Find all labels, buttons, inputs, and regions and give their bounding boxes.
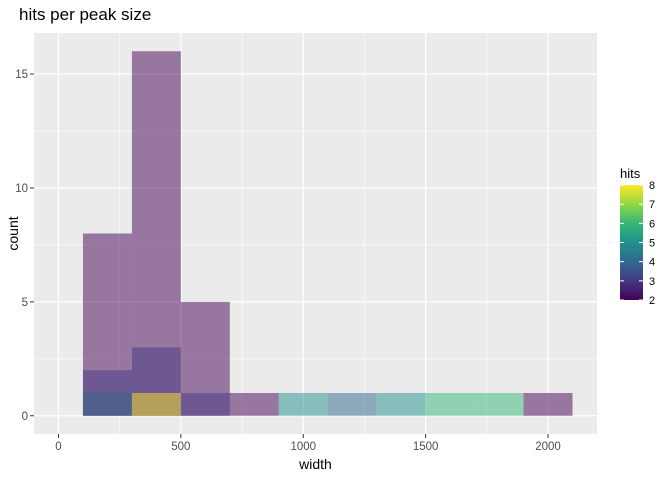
legend-title: hits: [620, 166, 641, 181]
y-tick-label: 0: [22, 411, 28, 423]
legend: hits 2 3 4 5 6 7 8: [620, 166, 655, 307]
y-tick-label: 15: [15, 69, 28, 81]
legend-label: 4: [649, 257, 655, 269]
x-tick-label: 1000: [290, 441, 316, 453]
bar-hits-5: [278, 392, 328, 416]
legend-label: 5: [649, 238, 655, 250]
legend-label: 6: [649, 218, 655, 230]
axes: 0 500 1000 1500 2000 0 5 10 15: [15, 69, 561, 453]
x-tick-label: 0: [55, 441, 61, 453]
x-tick-label: 500: [171, 441, 190, 453]
bar-hits-8: [131, 392, 181, 416]
legend-ticks: 2 3 4 5 6 7 8: [620, 180, 655, 307]
chart-title: hits per peak size: [19, 5, 152, 24]
x-tick-label: 2000: [535, 441, 561, 453]
bar-hits-2: [523, 392, 573, 416]
bar-hits-4: [82, 392, 132, 416]
bar-hits-4: [327, 392, 377, 416]
legend-label: 8: [649, 180, 655, 192]
y-axis-title: count: [5, 216, 21, 250]
bar-hits-5: [376, 392, 426, 416]
bar-hits-3: [180, 392, 230, 416]
x-tick-label: 1500: [413, 441, 439, 453]
legend-label: 2: [649, 295, 655, 307]
legend-colorbar: [620, 185, 643, 300]
legend-label: 3: [649, 276, 655, 288]
bar-hits-2: [229, 392, 279, 416]
x-axis-title: width: [298, 456, 332, 472]
y-tick-label: 10: [15, 183, 28, 195]
bar-hits-6: [425, 392, 475, 416]
bars: [82, 51, 573, 416]
y-tick-label: 5: [22, 297, 28, 309]
bar-hits-6: [474, 392, 524, 416]
legend-label: 7: [649, 199, 655, 211]
